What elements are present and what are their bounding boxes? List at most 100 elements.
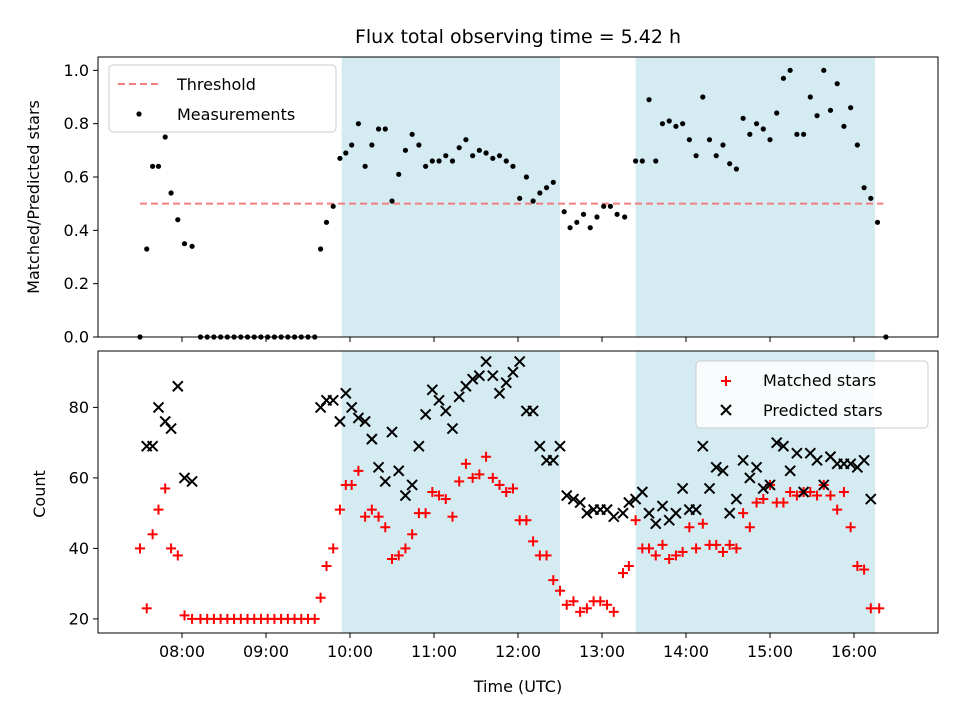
data-point [805,487,816,497]
data-point [581,507,593,519]
data-point [481,451,492,462]
data-point [630,515,641,526]
data-point [844,458,857,470]
data-point [359,415,371,428]
data-point [366,504,377,515]
data-point [172,550,183,561]
data-point [503,158,509,164]
data-point [657,539,668,550]
data-point [814,113,820,119]
data-point [548,575,559,586]
data-point [646,97,652,103]
data-point [494,479,505,490]
data-point [568,596,579,607]
data-point [693,153,699,159]
data-point [733,166,740,172]
data-point [858,454,870,466]
data-point [614,211,620,217]
data-point [147,529,158,540]
data-point [737,454,749,466]
data-point [327,394,339,407]
legend-threshold-label: Threshold [176,75,256,94]
data-point [146,440,159,452]
data-point [528,536,539,547]
data-point [321,561,332,572]
data-point [874,603,885,614]
data-point [453,391,465,403]
x-tick-label: 09:00 [243,642,289,661]
data-point [865,603,876,614]
legend-matched-swatch [721,376,731,386]
data-point [527,405,539,417]
ratio-y-axis-label: Matched/Predicted stars [24,100,43,294]
data-point [315,592,326,603]
data-point [470,153,476,159]
data-point [697,440,709,452]
data-point [150,163,156,169]
data-point [767,137,773,143]
data-point [530,198,536,204]
data-point [777,440,790,452]
series-matched-stars [135,451,885,624]
data-point [413,440,425,452]
data-point [874,219,881,225]
x-tick-label: 16:00 [831,642,877,661]
data-point [362,163,368,169]
counts-panel: 20 40 60 80 08:00 09:00 10:00 11:00 12:00 13:00 14… [69,350,939,661]
legend-box [695,360,929,429]
data-point [825,490,836,501]
data-point [493,387,506,400]
data-point [543,185,550,191]
data-point [507,483,518,494]
data-point [440,494,451,505]
data-point [690,503,702,516]
data-point [537,190,543,196]
data-point [443,153,449,159]
data-point [812,490,823,501]
data-point [449,158,456,164]
y-tick-label: 1.0 [64,61,89,80]
data-point [467,472,478,483]
data-point [402,147,409,153]
data-point [334,415,346,428]
data-point [340,387,352,400]
data-point [523,174,530,180]
data-point [141,603,152,614]
data-point [496,153,503,159]
data-point [153,504,164,515]
data-point [179,610,190,621]
data-point [574,219,580,225]
data-point [758,494,769,505]
data-point [510,163,516,169]
x-tick-label: 11:00 [411,642,457,661]
data-point [797,486,810,498]
data-point [717,465,729,477]
legend-measurements-label: Measurements [177,105,295,124]
data-point [144,246,150,252]
data-point [730,493,743,505]
data-point [189,243,195,249]
data-point [567,225,573,231]
data-point [172,380,184,392]
data-point [744,522,755,533]
data-point [379,475,391,488]
data-point [608,606,619,617]
data-point [456,145,462,151]
data-point [731,543,742,554]
x-axis-label: Time (UTC) [473,677,562,696]
data-point [643,507,655,519]
data-point [460,458,471,469]
y-tick-label: 0.6 [64,168,89,187]
data-point [841,123,847,129]
data-point [186,475,198,488]
legend-measurements-swatch [136,111,142,117]
data-point [697,518,708,529]
legend-matched-label: Matched stars [763,371,876,390]
data-point [373,511,384,522]
data-point [676,482,689,495]
observing-window-0-1 [635,57,875,337]
data-point [680,121,686,127]
data-point [330,203,336,209]
data-point [406,479,418,491]
data-point [848,105,854,111]
